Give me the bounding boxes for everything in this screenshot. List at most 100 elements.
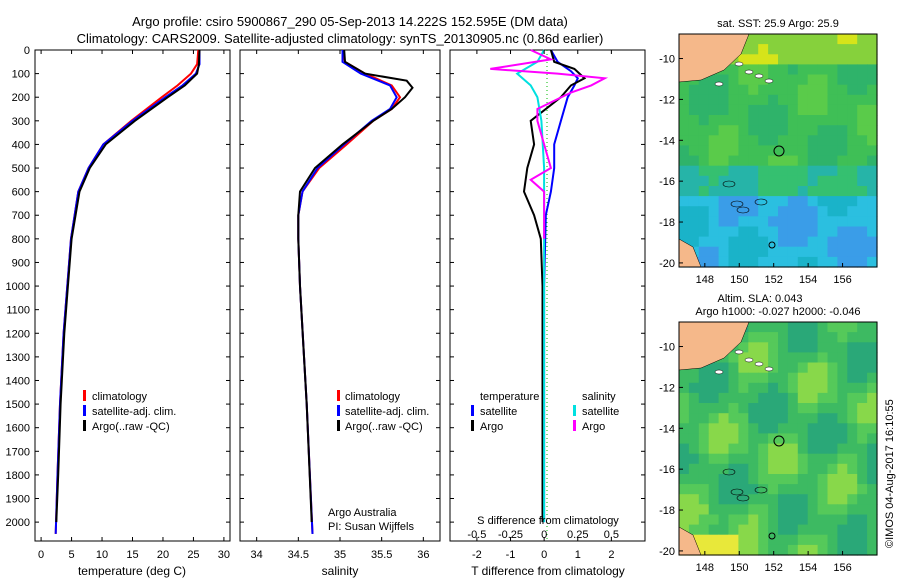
y-tick-label: 100	[12, 69, 30, 81]
map-cell	[698, 514, 710, 526]
map-cell	[768, 332, 779, 343]
map-cell	[768, 186, 779, 197]
sla-latitude-ticks: -10 -12 -14 -16 -18 -20	[659, 342, 683, 558]
lon-tick-label: 154	[799, 562, 817, 574]
map-cell	[807, 332, 819, 343]
map-cell	[679, 443, 690, 455]
map-cell	[778, 423, 789, 434]
map-cell	[718, 372, 730, 384]
map-cell	[679, 372, 690, 384]
map-cell	[698, 155, 710, 167]
lon-tick-label: 156	[833, 274, 851, 286]
map-cell	[768, 392, 779, 404]
map-cell	[718, 544, 730, 556]
map-cell	[738, 64, 749, 76]
map-cell	[728, 534, 739, 546]
map-cell	[867, 494, 878, 505]
map-cell	[847, 54, 858, 65]
map-cell	[718, 484, 730, 495]
depth-tick-labels: 0 100 200 300 400 500 600 700 800 900 1000 1100 1200…	[6, 45, 30, 529]
map-cell	[698, 382, 710, 394]
temperature-x-label: temperature (deg C)	[78, 564, 186, 578]
map-cell	[867, 382, 878, 394]
map-cell	[867, 236, 878, 248]
map-cell	[688, 186, 700, 197]
map-cell	[857, 54, 868, 65]
lat-tick-label: -20	[659, 546, 675, 558]
map-cell	[728, 443, 739, 455]
map-cell	[758, 463, 769, 475]
map-cell	[698, 236, 710, 248]
map-cell	[857, 392, 868, 404]
map-cell	[867, 196, 878, 207]
map-cell	[738, 534, 749, 546]
map-cell	[748, 175, 759, 187]
map-cell	[688, 453, 700, 465]
lat-tick-label: -12	[659, 382, 675, 394]
map-cell	[857, 165, 868, 177]
map-cell	[817, 342, 829, 353]
map-cell	[807, 392, 819, 404]
map-cell	[748, 186, 759, 197]
map-cell	[718, 403, 730, 414]
map-cell	[817, 206, 829, 217]
map-cell	[718, 474, 730, 485]
map-cell	[688, 372, 700, 384]
map-cell	[837, 256, 848, 268]
map-cell	[807, 494, 819, 505]
map-cell	[857, 413, 868, 424]
map-cell	[758, 206, 769, 217]
header-line-2: Climatology: CARS2009. Satellite-adjuste…	[77, 31, 604, 46]
map-cell	[758, 155, 769, 167]
map-cell	[857, 504, 868, 515]
map-cell	[758, 342, 769, 353]
map-cell	[847, 186, 858, 197]
map-cell	[718, 514, 730, 526]
map-cell	[738, 165, 749, 177]
map-cell	[778, 54, 789, 65]
map-cell	[698, 372, 710, 384]
map-cell	[787, 463, 799, 475]
map-cell	[867, 155, 878, 167]
sst-map-title: sat. SST: 25.9 Argo: 25.9	[717, 18, 839, 30]
map-cell	[679, 453, 690, 465]
map-cell	[718, 125, 730, 136]
map-cell	[718, 155, 730, 167]
map-cell	[698, 246, 710, 258]
map-cell	[778, 372, 789, 384]
map-cell	[787, 413, 799, 424]
map-cell	[768, 64, 779, 76]
map-cell	[728, 74, 739, 86]
map-cell	[758, 372, 769, 384]
sst-longitude-ticks: 148 150 152 154 156	[696, 263, 852, 286]
map-cell	[688, 413, 700, 424]
sla-map: Altim. SLA: 0.043 Argo h1000: -0.027 h20…	[659, 293, 878, 574]
map-cell	[857, 372, 868, 384]
map-cell	[728, 514, 739, 526]
map-cell	[867, 423, 878, 434]
map-cell	[778, 403, 789, 414]
map-cell	[797, 463, 809, 475]
map-cell	[797, 352, 809, 364]
map-cell	[679, 206, 690, 217]
s-tick-label: 0.25	[567, 529, 588, 541]
map-cell	[679, 165, 690, 177]
map-cell	[857, 186, 868, 197]
map-cell	[817, 484, 829, 495]
map-cell	[827, 463, 838, 475]
map-cell	[708, 433, 720, 445]
map-cell	[807, 54, 819, 65]
sst-land-mask	[678, 33, 774, 268]
map-cell	[827, 196, 838, 207]
map-cell	[837, 145, 848, 157]
map-cell	[797, 165, 809, 177]
map-cell	[827, 413, 838, 424]
map-cell	[817, 256, 829, 268]
map-cell	[827, 165, 838, 177]
map-cell	[698, 74, 710, 86]
map-cell	[797, 392, 809, 404]
map-cell	[807, 256, 819, 268]
map-cell	[768, 226, 779, 238]
map-cell	[768, 104, 779, 116]
map-cell	[758, 474, 769, 485]
